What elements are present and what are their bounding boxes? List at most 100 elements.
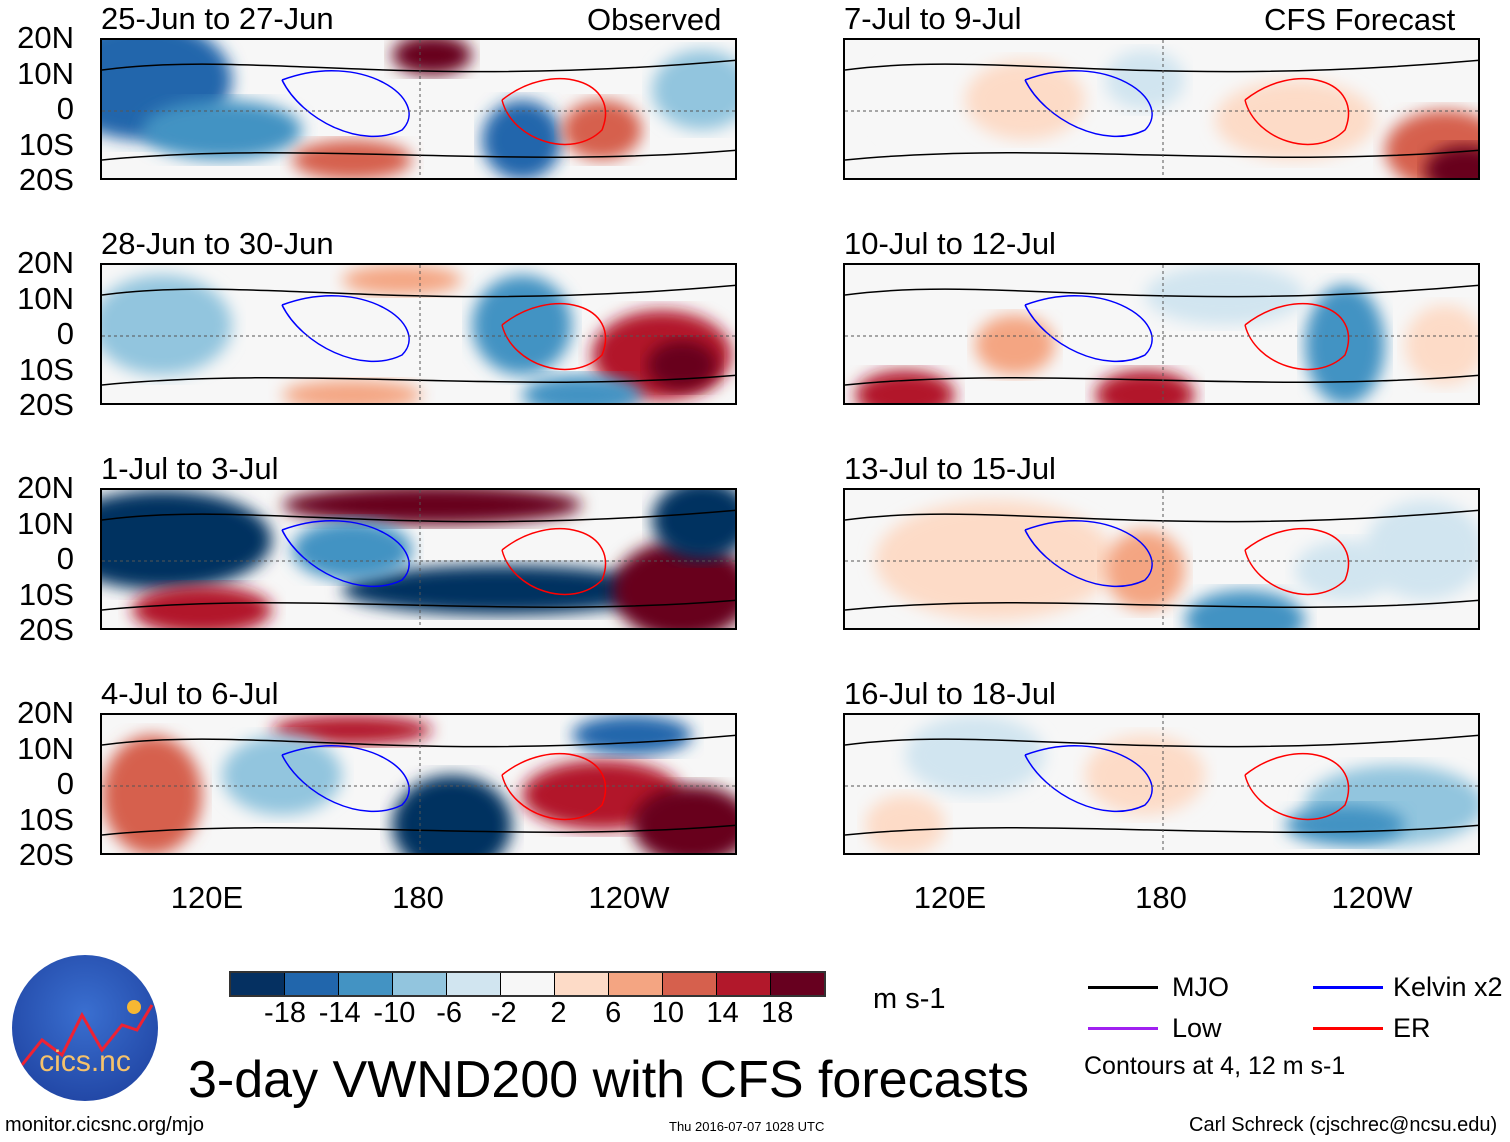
colorbar-tick-label: 14 bbox=[706, 997, 739, 1029]
legend-label-kelvin: Kelvin x2 bbox=[1393, 972, 1503, 1002]
map-panel-forecast bbox=[843, 263, 1480, 405]
wind-anomaly-region bbox=[1405, 305, 1478, 385]
wind-anomaly-region bbox=[1105, 50, 1185, 110]
lon-label: 120W bbox=[1331, 880, 1413, 915]
wind-anomaly-region bbox=[905, 715, 1045, 795]
wind-anomaly-region bbox=[472, 275, 572, 375]
wind-anomaly-region bbox=[647, 340, 717, 390]
colorbar-swatch bbox=[447, 973, 501, 995]
colorbar-units: m s-1 bbox=[873, 983, 946, 1015]
lat-label: 20N bbox=[17, 245, 74, 280]
wind-anomaly-region bbox=[632, 785, 735, 853]
colorbar-swatch bbox=[717, 973, 771, 995]
panel-title: 16-Jul to 18-Jul bbox=[844, 676, 1056, 711]
timestamp: Thu 2016-07-07 1028 UTC bbox=[669, 1119, 825, 1134]
lat-label: 20N bbox=[17, 20, 74, 55]
colorbar-tick-label: -2 bbox=[490, 997, 517, 1029]
lat-label: 20S bbox=[18, 162, 74, 197]
contour-line bbox=[102, 59, 735, 73]
contour-line bbox=[501, 752, 607, 821]
wind-anomaly-region bbox=[392, 40, 472, 75]
wind-anomaly-region bbox=[1215, 80, 1375, 160]
panel-title: 25-Jun to 27-Jun bbox=[101, 1, 334, 36]
legend-line-kelvin bbox=[1313, 986, 1383, 989]
legend-line-er bbox=[1313, 1027, 1383, 1030]
wind-anomaly-region bbox=[392, 775, 512, 853]
colorbar-swatch bbox=[285, 973, 339, 995]
contour-line bbox=[102, 509, 735, 523]
lon-label: 120E bbox=[913, 880, 987, 915]
contour-line bbox=[102, 824, 735, 836]
panel-title: 28-Jun to 30-Jun bbox=[101, 226, 334, 261]
wind-anomaly-region bbox=[875, 500, 1115, 620]
colorbar-tick-label: -10 bbox=[373, 997, 416, 1029]
contour-line bbox=[1024, 520, 1153, 588]
wind-anomaly-region bbox=[142, 100, 302, 160]
map-panel-observed bbox=[100, 488, 737, 630]
lat-label: 0 bbox=[56, 766, 74, 801]
lat-label: 10S bbox=[18, 801, 74, 837]
contour-line bbox=[501, 302, 607, 371]
wind-anomaly-region bbox=[572, 715, 692, 755]
lon-label: 180 bbox=[1135, 880, 1187, 915]
lat-label: 0 bbox=[56, 91, 74, 126]
legend-line-low bbox=[1088, 1027, 1158, 1030]
author: Carl Schreck (cjschrec@ncsu.edu) bbox=[1189, 1114, 1498, 1136]
wind-anomaly-region bbox=[282, 380, 422, 403]
lat-label: 10S bbox=[18, 576, 74, 612]
lat-label: 10S bbox=[18, 126, 74, 162]
panel-title: 7-Jul to 9-Jul bbox=[844, 1, 1022, 36]
map-panel-observed bbox=[100, 263, 737, 405]
contour-line bbox=[102, 149, 735, 161]
contour-line bbox=[281, 520, 410, 588]
lon-label: 120E bbox=[170, 880, 244, 915]
contour-line bbox=[281, 295, 410, 363]
wind-anomaly-region bbox=[865, 795, 945, 853]
cics-logo: cics.nc bbox=[12, 955, 158, 1101]
contour-line bbox=[102, 734, 735, 748]
colorbar-tick-label: -14 bbox=[318, 997, 361, 1029]
colorbar-swatch bbox=[501, 973, 555, 995]
observed-label: Observed bbox=[587, 2, 722, 37]
wind-anomaly-region bbox=[965, 60, 1085, 140]
contour-line bbox=[281, 70, 410, 138]
lat-label: 20S bbox=[18, 612, 74, 647]
contour-line bbox=[845, 284, 1478, 298]
lon-label: 120W bbox=[588, 880, 670, 915]
wind-anomaly-region bbox=[1145, 265, 1305, 325]
colorbar-tick-label: 2 bbox=[550, 997, 567, 1029]
legend-label-low: Low bbox=[1172, 1013, 1222, 1043]
lat-label: 10N bbox=[17, 505, 74, 541]
legend-line-mjo bbox=[1088, 986, 1158, 989]
wind-anomaly-region bbox=[975, 315, 1055, 375]
source-url[interactable]: monitor.cicsnc.org/mjo bbox=[5, 1114, 204, 1136]
lon-label: 180 bbox=[392, 880, 444, 915]
contour-line bbox=[1244, 527, 1350, 596]
wind-anomaly-region bbox=[1095, 370, 1195, 403]
lat-label: 20N bbox=[17, 695, 74, 730]
contour-line bbox=[501, 527, 607, 596]
wind-anomaly-region bbox=[855, 370, 955, 403]
wind-anomaly-region bbox=[342, 565, 662, 615]
contour-line bbox=[845, 734, 1478, 748]
contour-line bbox=[845, 509, 1478, 523]
colorbar-tick-label: 10 bbox=[651, 997, 685, 1029]
wind-anomaly-region bbox=[652, 50, 735, 130]
wind-anomaly-region bbox=[1305, 285, 1385, 403]
wind-anomaly-region bbox=[102, 490, 272, 590]
map-panel-forecast bbox=[843, 38, 1480, 180]
forecast-label: CFS Forecast bbox=[1264, 2, 1456, 37]
contour-line bbox=[845, 149, 1478, 161]
contour-line bbox=[1244, 302, 1350, 371]
contour-line bbox=[1244, 77, 1350, 146]
panel-title: 10-Jul to 12-Jul bbox=[844, 226, 1056, 261]
wind-anomaly-region bbox=[1105, 530, 1185, 610]
contour-line bbox=[102, 599, 735, 611]
wind-anomaly-region bbox=[102, 735, 202, 853]
colorbar-swatch bbox=[231, 973, 285, 995]
wind-anomaly-region bbox=[282, 490, 582, 525]
map-panel-observed bbox=[100, 38, 737, 180]
wind-anomaly-region bbox=[1085, 735, 1205, 815]
panel-title: 4-Jul to 6-Jul bbox=[101, 676, 279, 711]
figure-title: 3-day VWND200 with CFS forecasts bbox=[188, 1051, 1029, 1109]
